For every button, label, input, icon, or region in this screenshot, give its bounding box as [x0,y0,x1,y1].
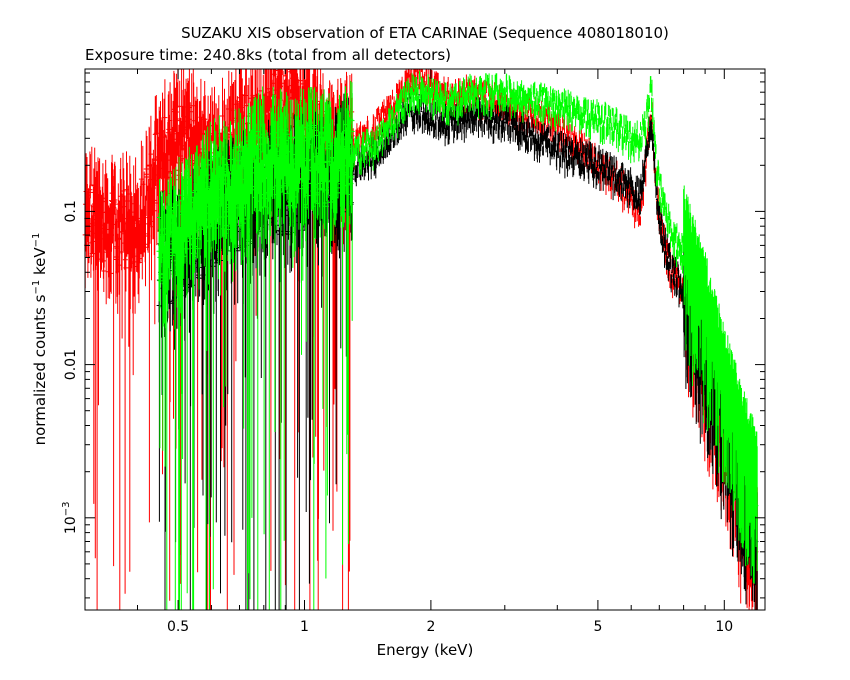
data-point [470,115,473,117]
y-axis-label: normalized counts s−1 keV−1 [31,233,49,446]
x-axis-label: Energy (keV) [377,641,474,659]
chart-subtitle: Exposure time: 240.8ks (total from all d… [85,46,451,64]
data-point [410,110,413,113]
y-axis-label-main: normalized counts s [31,294,49,445]
data-point [112,234,114,236]
data-point [532,115,534,117]
data-point [420,89,423,91]
data-point [671,271,673,274]
data-point [556,127,559,129]
data-point [303,164,306,167]
data-point [177,137,179,140]
data-point [210,198,213,201]
data-point [597,164,599,167]
data-point [740,456,743,458]
data-point [284,164,287,167]
data-point [532,100,534,103]
y-tick-label: 0.1 [63,200,79,222]
x-tick-label: 10 [715,619,733,635]
data-point [430,97,432,99]
data-point [650,115,653,117]
series-0 [82,68,759,610]
series-1 [156,70,759,610]
y-tick-label: 10−3 [61,502,79,535]
y-axis-label-sup2: −1 [31,233,42,248]
series-1-errorbars [156,70,758,610]
data-point [158,244,160,247]
data-point [647,110,650,113]
data-point [650,89,653,91]
data-point [671,234,673,236]
data-point [263,164,265,167]
data-point [447,103,450,106]
y-axis: 10−3 0.01 0.1 [61,72,765,599]
x-tick-label: 1 [300,619,309,635]
y-axis-label-mid: keV [31,247,49,280]
data-point [704,324,706,327]
x-tick-label: 2 [426,619,435,635]
chart-title: SUZAKU XIS observation of ETA CARINAE (S… [181,24,669,42]
data-point [614,127,617,129]
data-point [377,142,380,144]
data-point [723,397,726,400]
y-tick-label: 0.01 [63,349,79,380]
data-point [663,244,666,247]
data-point [177,234,179,236]
series-layer [82,68,759,610]
x-axis: 0.5 1 2 5 10 [84,69,733,635]
data-point [630,137,632,140]
data-point [639,217,641,220]
data-point [663,210,666,213]
data-point [238,183,241,186]
data-point [614,175,617,177]
data-point [655,198,658,201]
data-point [639,198,641,201]
data-point [336,164,339,167]
data-point [136,225,139,227]
y-axis-label-sup1: −1 [31,280,42,295]
data-point [756,504,759,507]
data-point [420,110,423,113]
data-point [556,106,559,108]
data-point [597,118,599,120]
data-point [430,118,432,120]
data-point [194,144,197,147]
data-point [647,137,650,140]
data-point [556,149,559,152]
data-point [158,164,160,167]
data-point [630,198,632,201]
data-point [682,256,685,259]
x-tick-label: 0.5 [167,619,189,635]
plot-frame [84,68,766,611]
data-point [410,91,413,93]
data-point [630,188,632,190]
data-point [639,142,641,144]
data-point [470,93,473,96]
data-point [655,171,658,174]
data-point [504,93,506,96]
data-point [447,97,450,99]
data-point [504,121,506,124]
x-tick-label: 5 [593,619,602,635]
data-point [532,137,534,140]
